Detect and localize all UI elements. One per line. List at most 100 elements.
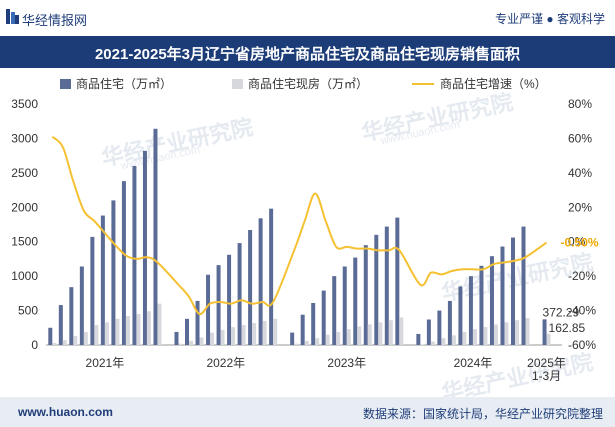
website-link[interactable]: www.huaon.com bbox=[18, 405, 113, 419]
y-left-tick-label: 3000 bbox=[11, 131, 38, 145]
bar-ready bbox=[483, 327, 488, 345]
bar-sales bbox=[510, 237, 515, 345]
bar-ready bbox=[52, 342, 57, 345]
bar-sales bbox=[185, 318, 190, 345]
y-right-tick-label: 40% bbox=[568, 166, 592, 180]
bar-ready bbox=[136, 314, 141, 345]
bar-ready bbox=[346, 329, 351, 345]
bar-ready bbox=[325, 334, 330, 345]
y-right-tick-label: -40% bbox=[568, 304, 596, 318]
bar-ready bbox=[83, 331, 88, 345]
y-left-tick-label: 1000 bbox=[11, 269, 38, 283]
bar-sales bbox=[374, 234, 379, 345]
footer: www.huaon.com 数据来源：国家统计局，华经产业研究院整理 bbox=[0, 397, 615, 427]
data-label-growth: -0.50% bbox=[561, 236, 599, 250]
bar-ready bbox=[252, 322, 257, 345]
y-right-tick-label: -60% bbox=[568, 338, 596, 352]
bar-ready bbox=[199, 337, 204, 345]
bar-ready bbox=[220, 329, 225, 345]
bar-ready bbox=[73, 336, 78, 345]
bar-sales bbox=[58, 305, 63, 345]
bar-sales bbox=[111, 200, 116, 345]
data-label-ready: 162.85 bbox=[549, 321, 586, 335]
bar-sales bbox=[363, 245, 368, 345]
bar-sales bbox=[195, 300, 200, 345]
bar-sales bbox=[300, 314, 305, 345]
title-bar: 2021-2025年3月辽宁省房地产商品住宅及商品住宅现房销售面积 bbox=[0, 36, 615, 68]
chart-title: 2021-2025年3月辽宁省房地产商品住宅及商品住宅现房销售面积 bbox=[94, 46, 521, 63]
y-right-tick-label: 60% bbox=[568, 131, 592, 145]
bar-ready bbox=[115, 318, 120, 345]
bar-ready bbox=[294, 343, 299, 345]
x-tick-label: 2021年 bbox=[86, 356, 125, 370]
bar-ready bbox=[94, 325, 99, 345]
bar-ready bbox=[315, 338, 320, 345]
bar-sales bbox=[132, 165, 137, 345]
bar-sales bbox=[384, 226, 389, 345]
bar-sales bbox=[227, 254, 232, 345]
y-left-tick-label: 2000 bbox=[11, 200, 38, 214]
bar-sales bbox=[321, 290, 326, 345]
bar-sales bbox=[353, 257, 358, 345]
bar-sales bbox=[258, 218, 263, 345]
y-right-tick-label: 80% bbox=[568, 97, 592, 111]
bar-sales bbox=[121, 181, 126, 345]
y-right-tick-label: -20% bbox=[568, 269, 596, 283]
bar-ready bbox=[262, 320, 267, 345]
bar-ready bbox=[336, 331, 341, 345]
data-label-sales: 372.29 bbox=[543, 305, 580, 319]
bar-ready bbox=[178, 343, 183, 345]
legend-swatch-sales bbox=[60, 79, 71, 89]
bar-sales bbox=[458, 286, 463, 345]
chart-canvas: 0 500 1000 1500 2000 2500 3000 3500 -60% -40% -20%… bbox=[11, 97, 599, 383]
bar-ready bbox=[472, 329, 477, 345]
legend-swatch-ready bbox=[232, 79, 243, 89]
bar-ready bbox=[493, 324, 498, 345]
bar-ready bbox=[399, 317, 404, 345]
bar-sales bbox=[468, 276, 473, 345]
x-tick-label: 2022年 bbox=[206, 356, 245, 370]
bar-ready bbox=[367, 324, 372, 345]
x-tick-label: 2025年 bbox=[527, 356, 566, 370]
bar-ready bbox=[357, 326, 362, 345]
bar-sales bbox=[489, 256, 494, 345]
bar-ready bbox=[451, 335, 456, 345]
data-source: 数据来源：国家统计局，华经产业研究院整理 bbox=[362, 407, 603, 421]
bar-ready bbox=[378, 322, 383, 345]
x-tick-label: 2024年 bbox=[454, 356, 493, 370]
y-left-tick-label: 500 bbox=[18, 304, 38, 318]
bar-ready bbox=[388, 320, 393, 345]
bar-ready bbox=[189, 340, 194, 345]
bar-ready bbox=[157, 303, 162, 345]
x-tick-label: 2023年 bbox=[327, 356, 366, 370]
bar-sales bbox=[395, 217, 400, 345]
y-left-tick-label: 1500 bbox=[11, 235, 38, 249]
bar-sales bbox=[426, 319, 431, 345]
bar-sales bbox=[79, 266, 84, 345]
bar-sales bbox=[311, 302, 316, 345]
bar-sales bbox=[437, 310, 442, 345]
bar-sales bbox=[206, 274, 211, 345]
bar-sales bbox=[447, 300, 452, 345]
bar-sales bbox=[237, 243, 242, 345]
bar-ready bbox=[504, 322, 509, 345]
legend-swatch-growth bbox=[412, 83, 434, 85]
bar-ready bbox=[231, 327, 236, 345]
bar-sales bbox=[142, 150, 147, 345]
y-right-tick-label: 0% bbox=[568, 235, 586, 249]
y-left-tick-label: 3500 bbox=[11, 97, 38, 111]
bar-sales bbox=[269, 208, 274, 345]
brand-name: 华经情报网 bbox=[22, 13, 88, 28]
bar-sales bbox=[69, 287, 74, 345]
bar-sales bbox=[521, 226, 526, 345]
bar-ready bbox=[420, 344, 425, 345]
brand-logo-icon bbox=[6, 9, 19, 24]
bar-sales bbox=[416, 333, 421, 345]
bar-ready bbox=[514, 320, 519, 345]
top-bar: 华经情报网 专业严谨 ● 客观科学 bbox=[0, 0, 615, 36]
bar-sales bbox=[332, 276, 337, 345]
y-right-tick-label: 20% bbox=[568, 200, 592, 214]
bar-ready bbox=[62, 340, 67, 345]
bar-ready bbox=[273, 318, 278, 345]
bar-sales bbox=[48, 327, 53, 345]
